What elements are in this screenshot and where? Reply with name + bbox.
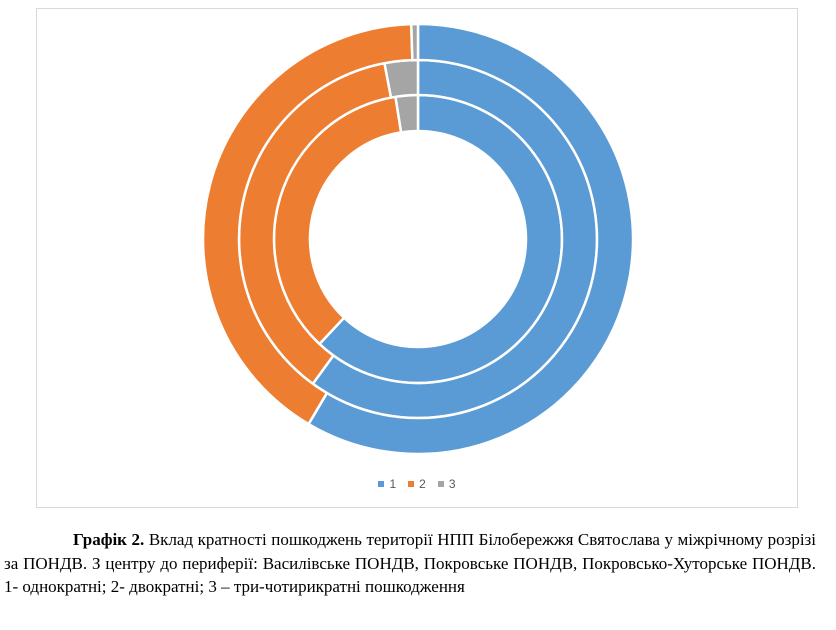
legend-item-2: 2 xyxy=(408,477,426,491)
chart-area: 1 2 3 xyxy=(36,8,798,508)
chart-legend: 1 2 3 xyxy=(37,477,797,491)
legend-swatch-2 xyxy=(408,481,415,487)
legend-item-3: 3 xyxy=(437,477,456,491)
legend-label-3: 3 xyxy=(448,477,456,491)
legend-swatch-3 xyxy=(437,481,444,487)
ring-3-slice-3 xyxy=(409,22,420,62)
caption-text: Вклад кратності пошкоджень території НПП… xyxy=(4,530,816,596)
doughnut-chart xyxy=(201,22,635,456)
ring-2-slice-3 xyxy=(382,58,420,100)
ring-3-slice-1 xyxy=(306,22,635,456)
legend-label-1: 1 xyxy=(389,477,397,491)
legend-swatch-1 xyxy=(378,481,385,487)
legend-item-1: 1 xyxy=(378,477,396,491)
caption-label: Графік 2. xyxy=(73,530,145,549)
legend-label-2: 2 xyxy=(419,477,426,491)
figure-caption: Графік 2. Вклад кратності пошкоджень тер… xyxy=(4,528,816,599)
